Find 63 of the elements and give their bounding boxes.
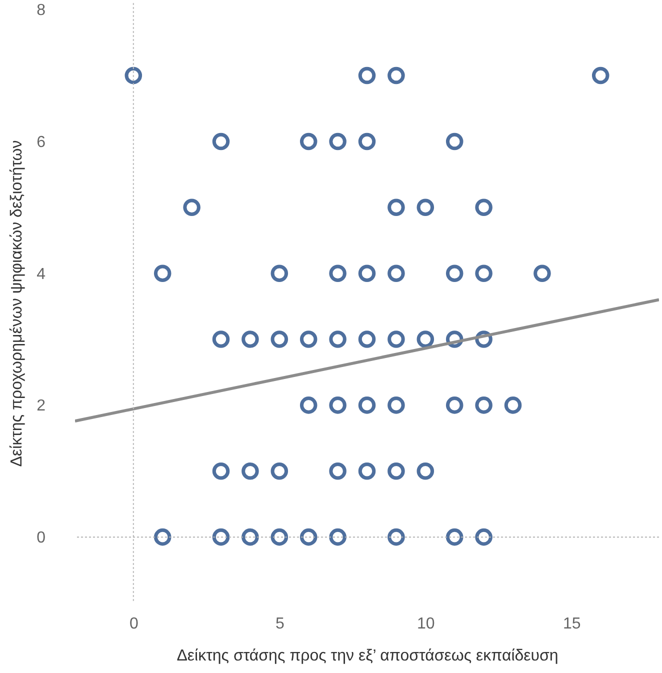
point [416, 198, 434, 216]
point [475, 198, 492, 216]
point [212, 528, 230, 546]
point [388, 198, 405, 216]
point [329, 528, 346, 546]
point [504, 396, 522, 414]
y-tick-label: 4 [36, 266, 46, 283]
point [446, 132, 464, 150]
point [270, 462, 288, 480]
point [475, 528, 492, 546]
x-tick-label: 10 [417, 616, 435, 632]
point [183, 198, 200, 216]
point [242, 462, 259, 480]
point [329, 132, 346, 150]
y-tick-label: 2 [36, 398, 46, 415]
x-tick-label: 5 [275, 616, 284, 632]
point [329, 330, 346, 348]
point [300, 132, 318, 150]
point [242, 528, 259, 546]
point [242, 330, 259, 348]
point [154, 528, 172, 546]
point [212, 330, 230, 348]
point [329, 462, 346, 480]
point [388, 66, 405, 84]
point [475, 264, 492, 282]
point [212, 132, 230, 150]
point [300, 528, 318, 546]
point [475, 396, 492, 414]
point [329, 264, 346, 282]
point [388, 396, 405, 414]
point [358, 396, 376, 414]
y-axis-title: Δείκτης προχωρημένων ψηφιακών δεξιοτήτων [8, 140, 26, 467]
y-tick-label: 8 [36, 2, 46, 20]
point [388, 330, 405, 348]
x-tick-label: 0 [129, 616, 138, 632]
point [358, 462, 376, 480]
point [358, 66, 376, 84]
point [212, 462, 230, 480]
point [300, 396, 318, 414]
point [329, 396, 346, 414]
y-tick-label: 0 [36, 530, 46, 547]
point [300, 330, 318, 348]
point [154, 264, 172, 282]
point [416, 330, 434, 348]
point [592, 66, 610, 84]
x-axis-title: Δείκτης στάσης προς την εξ’ αποστάσεως εκπαίδευση [176, 648, 558, 664]
point [124, 66, 142, 84]
point [270, 264, 288, 282]
point [270, 528, 288, 546]
point [270, 330, 288, 348]
point [358, 330, 376, 348]
point [358, 264, 376, 282]
point [446, 264, 464, 282]
point [446, 396, 464, 414]
x-tick-label: 15 [563, 616, 581, 632]
point [416, 462, 434, 480]
y-tick-label: 6 [36, 134, 46, 151]
point [446, 528, 464, 546]
point [358, 132, 376, 150]
point [534, 264, 551, 282]
point [388, 264, 405, 282]
point [388, 528, 405, 546]
point [388, 462, 405, 480]
